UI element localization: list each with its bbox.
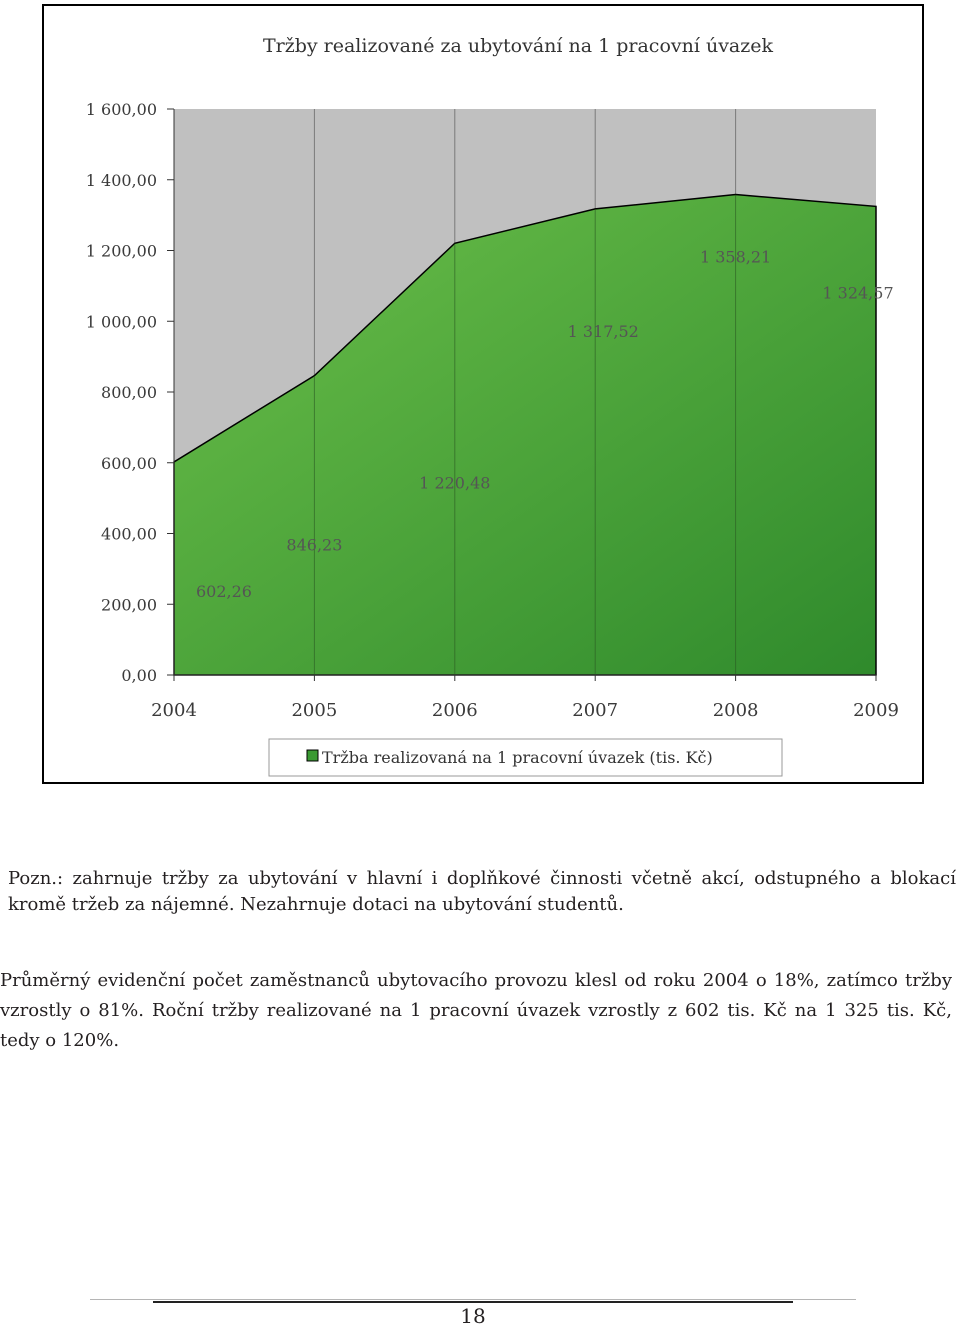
legend-box: [268, 738, 783, 777]
legend-swatch: [306, 749, 319, 762]
x-tick-label: 2008: [713, 700, 759, 721]
footer-rule: [153, 1301, 793, 1303]
chart-frame: Tržby realizované za ubytování na 1 prac…: [42, 4, 924, 784]
y-tick-label: 1 200,00: [86, 242, 157, 261]
x-tick-label: 2006: [432, 700, 478, 721]
y-tick-label: 800,00: [101, 383, 157, 402]
page-number: 18: [460, 1304, 486, 1328]
data-label: 1 324,57: [822, 283, 893, 302]
data-point: [875, 205, 877, 207]
legend: Tržba realizovaná na 1 pracovní úvazek (…: [268, 738, 783, 777]
data-point: [594, 208, 596, 210]
data-point: [454, 242, 456, 244]
data-label: 1 358,21: [700, 248, 771, 267]
y-tick-label: 600,00: [101, 454, 157, 473]
y-tick-label: 200,00: [101, 595, 157, 614]
data-point: [313, 375, 315, 377]
x-tick-label: 2005: [291, 700, 337, 721]
summary-paragraph: Průměrný evidenční počet zaměstnanců uby…: [0, 970, 952, 1051]
y-tick-label: 1 000,00: [86, 312, 157, 331]
legend-label: Tržba realizovaná na 1 pracovní úvazek (…: [322, 748, 713, 767]
chart-note: Pozn.: zahrnuje tržby za ubytování v hla…: [8, 868, 956, 915]
chart-title: Tržby realizované za ubytování na 1 prac…: [263, 35, 774, 57]
y-tick-label: 1 600,00: [86, 100, 157, 119]
y-tick-label: 0,00: [121, 666, 157, 685]
data-label: 846,23: [286, 536, 342, 555]
area-chart: Tržby realizované za ubytování na 1 prac…: [86, 35, 899, 777]
x-tick-label: 2007: [572, 700, 618, 721]
y-tick-label: 400,00: [101, 525, 157, 544]
y-tick-label: 1 400,00: [86, 171, 157, 190]
x-tick-label: 2004: [151, 700, 197, 721]
footer-rule: [90, 1299, 856, 1300]
data-label: 1 220,48: [419, 473, 490, 492]
data-label: 602,26: [196, 582, 252, 601]
x-tick-label: 2009: [853, 700, 899, 721]
data-point: [735, 194, 737, 196]
data-label: 1 317,52: [568, 322, 639, 341]
